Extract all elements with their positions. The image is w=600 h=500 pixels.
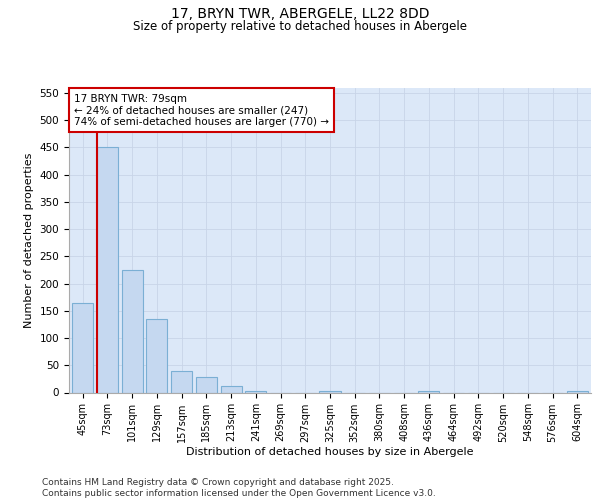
- Bar: [171, 370, 192, 392]
- Bar: [245, 391, 266, 392]
- Text: Contains HM Land Registry data © Crown copyright and database right 2025.
Contai: Contains HM Land Registry data © Crown c…: [42, 478, 436, 498]
- Bar: [221, 386, 242, 392]
- Y-axis label: Number of detached properties: Number of detached properties: [24, 152, 34, 328]
- Bar: [146, 319, 167, 392]
- X-axis label: Distribution of detached houses by size in Abergele: Distribution of detached houses by size …: [186, 447, 474, 457]
- Bar: [122, 270, 143, 392]
- Bar: [72, 302, 93, 392]
- Text: 17, BRYN TWR, ABERGELE, LL22 8DD: 17, BRYN TWR, ABERGELE, LL22 8DD: [171, 8, 429, 22]
- Text: Size of property relative to detached houses in Abergele: Size of property relative to detached ho…: [133, 20, 467, 33]
- Text: 17 BRYN TWR: 79sqm
← 24% of detached houses are smaller (247)
74% of semi-detach: 17 BRYN TWR: 79sqm ← 24% of detached hou…: [74, 94, 329, 127]
- Bar: [196, 377, 217, 392]
- Bar: [97, 148, 118, 392]
